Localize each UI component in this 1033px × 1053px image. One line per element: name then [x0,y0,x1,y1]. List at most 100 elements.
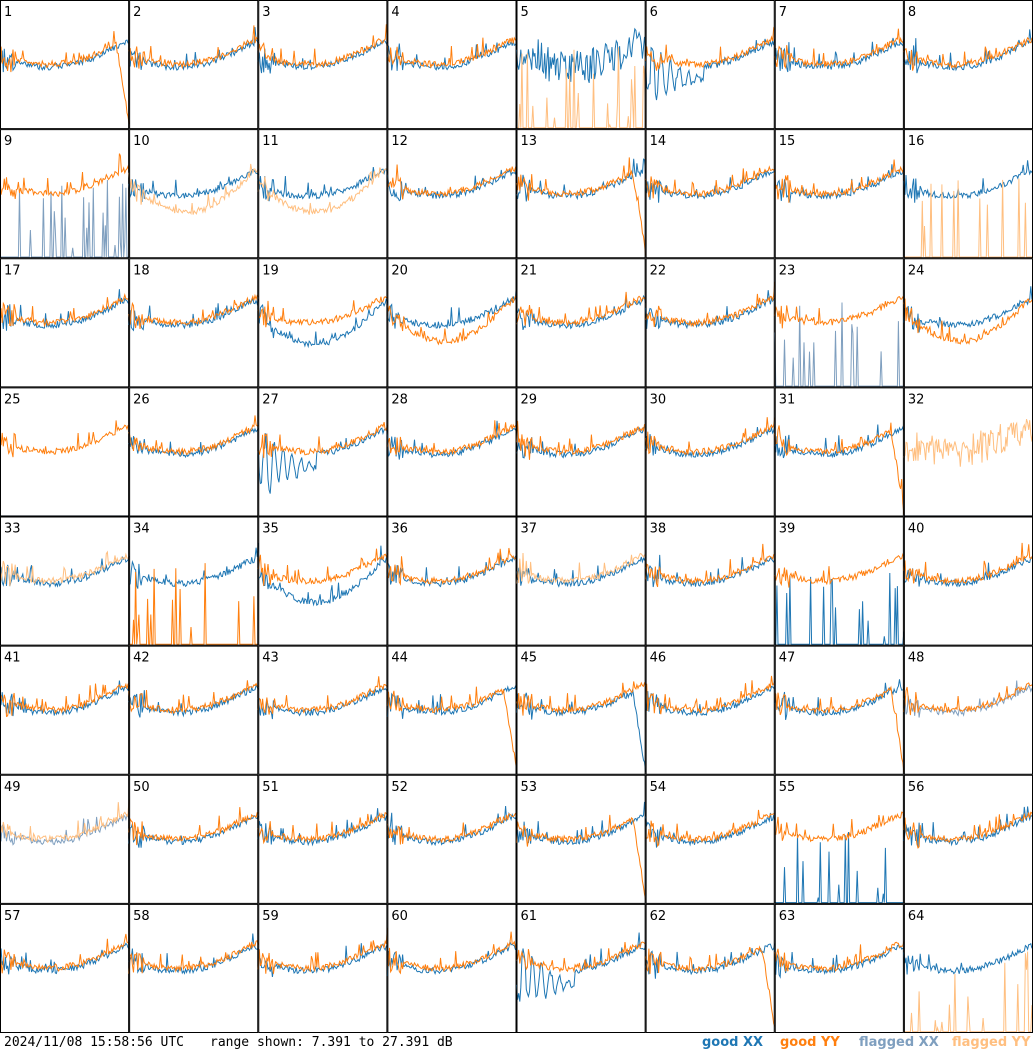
panel-36: 36 [386,516,517,646]
panel-9-label: 9 [4,134,12,149]
panel-63-label: 63 [779,909,796,924]
panel-18-yy-trace [128,293,259,329]
panel-45-xx-trace [516,689,647,772]
panel-47-frame [774,645,904,775]
panel-55-frame [774,774,904,904]
panel-24-xx-trace [903,286,1033,333]
legend-flagged-yy: flagged YY [952,1035,1031,1050]
panel-56: 56 [903,774,1033,904]
panel-49-yy-trace [0,799,130,844]
panel-15: 15 [774,129,905,259]
panel-4-yy-trace [386,36,517,70]
panel-1-label: 1 [4,5,12,20]
panel-25-frame [0,387,130,517]
panel-47-yy-trace [774,685,905,772]
panel-29-label: 29 [521,392,538,407]
panel-27-yy-trace [257,421,388,458]
panel-18-xx-trace [128,297,259,332]
panel-23-frame [774,258,904,388]
panel-22-label: 22 [650,263,667,278]
panel-7: 7 [774,0,905,130]
panel-31-xx-trace [774,424,905,459]
panel-52-yy-trace [386,812,517,845]
panel-34: 34 [128,516,259,646]
panel-4-frame [387,0,517,130]
panel-51-frame [258,774,388,904]
panel-35-label: 35 [262,522,279,537]
panel-14-frame [645,129,775,259]
panel-59-frame [258,903,388,1033]
panel-49-label: 49 [4,780,21,795]
panel-60-xx-trace [386,939,517,977]
panel-25-yy-trace [0,420,130,458]
panel-41-frame [0,645,130,775]
panel-20-frame [387,258,517,388]
panel-60-label: 60 [391,909,408,924]
panel-3-yy-trace [257,24,388,69]
panel-18: 18 [128,258,259,388]
panel-19-yy-trace [257,296,388,328]
panel-11-xx-trace [257,167,388,202]
panel-2: 2 [128,0,259,130]
panel-7-yy-trace [774,28,905,70]
panel-63-xx-trace [774,944,904,979]
panel-48: 48 [903,645,1033,775]
panel-48-xx-trace [903,680,1033,718]
panel-54-xx-trace [645,812,776,848]
panel-21-xx-trace [516,294,647,331]
panel-46-label: 46 [650,651,667,666]
panel-62-label: 62 [650,909,667,924]
panel-3-xx-trace [257,40,388,74]
panel-39-label: 39 [779,522,796,537]
panel-23-label: 23 [779,263,796,278]
panel-17: 17 [0,258,130,388]
panel-64-xx-trace [903,942,1033,975]
panel-58-frame [129,903,259,1033]
panel-27-xx-trace [257,427,388,494]
panel-51-yy-trace [257,811,388,845]
panel-10-label: 10 [133,134,150,149]
panel-14-xx-trace [645,170,776,203]
panel-6-label: 6 [650,5,658,20]
panel-10-yy-trace [128,163,259,216]
panel-61-frame [516,903,646,1033]
panel-17-frame [0,258,130,388]
panel-40-yy-trace [903,542,1033,585]
panel-63-frame [774,903,904,1033]
panel-13-yy-trace [516,157,647,256]
panel-36-yy-trace [386,547,517,586]
panel-23-yy-trace [774,296,905,329]
panel-58-yy-trace [128,940,259,974]
panel-44-yy-trace [386,686,517,770]
panel-47-label: 47 [779,651,796,666]
panel-44: 44 [386,645,517,775]
panel-25: 25 [0,387,130,517]
panel-43-label: 43 [262,651,279,666]
panel-33-yy-trace [0,550,130,587]
panel-31: 31 [774,387,905,517]
panel-43: 43 [257,645,388,775]
panel-33-xx-trace [0,555,130,589]
panel-24-label: 24 [908,263,925,278]
panel-16-label: 16 [908,134,925,149]
panel-32: 32 [903,387,1033,517]
panel-12-label: 12 [391,134,408,149]
panel-35-frame [258,516,388,646]
panel-50-label: 50 [133,780,150,795]
panel-2-yy-trace [128,25,259,70]
panel-30-yy-trace [645,417,776,457]
panel-48-label: 48 [908,651,925,666]
panel-16-yy-trace [903,178,1033,258]
panel-22: 22 [645,258,776,388]
panel-1: 1 [0,0,130,130]
panel-59: 59 [257,903,388,1033]
panel-35-xx-trace [257,545,388,607]
panel-49-frame [0,774,130,904]
panel-10-frame [129,129,259,259]
panel-51-xx-trace [257,808,388,847]
panel-64-label: 64 [908,909,925,924]
panel-11-frame [258,129,388,259]
panel-4-label: 4 [391,5,399,20]
panel-46: 46 [645,645,776,775]
